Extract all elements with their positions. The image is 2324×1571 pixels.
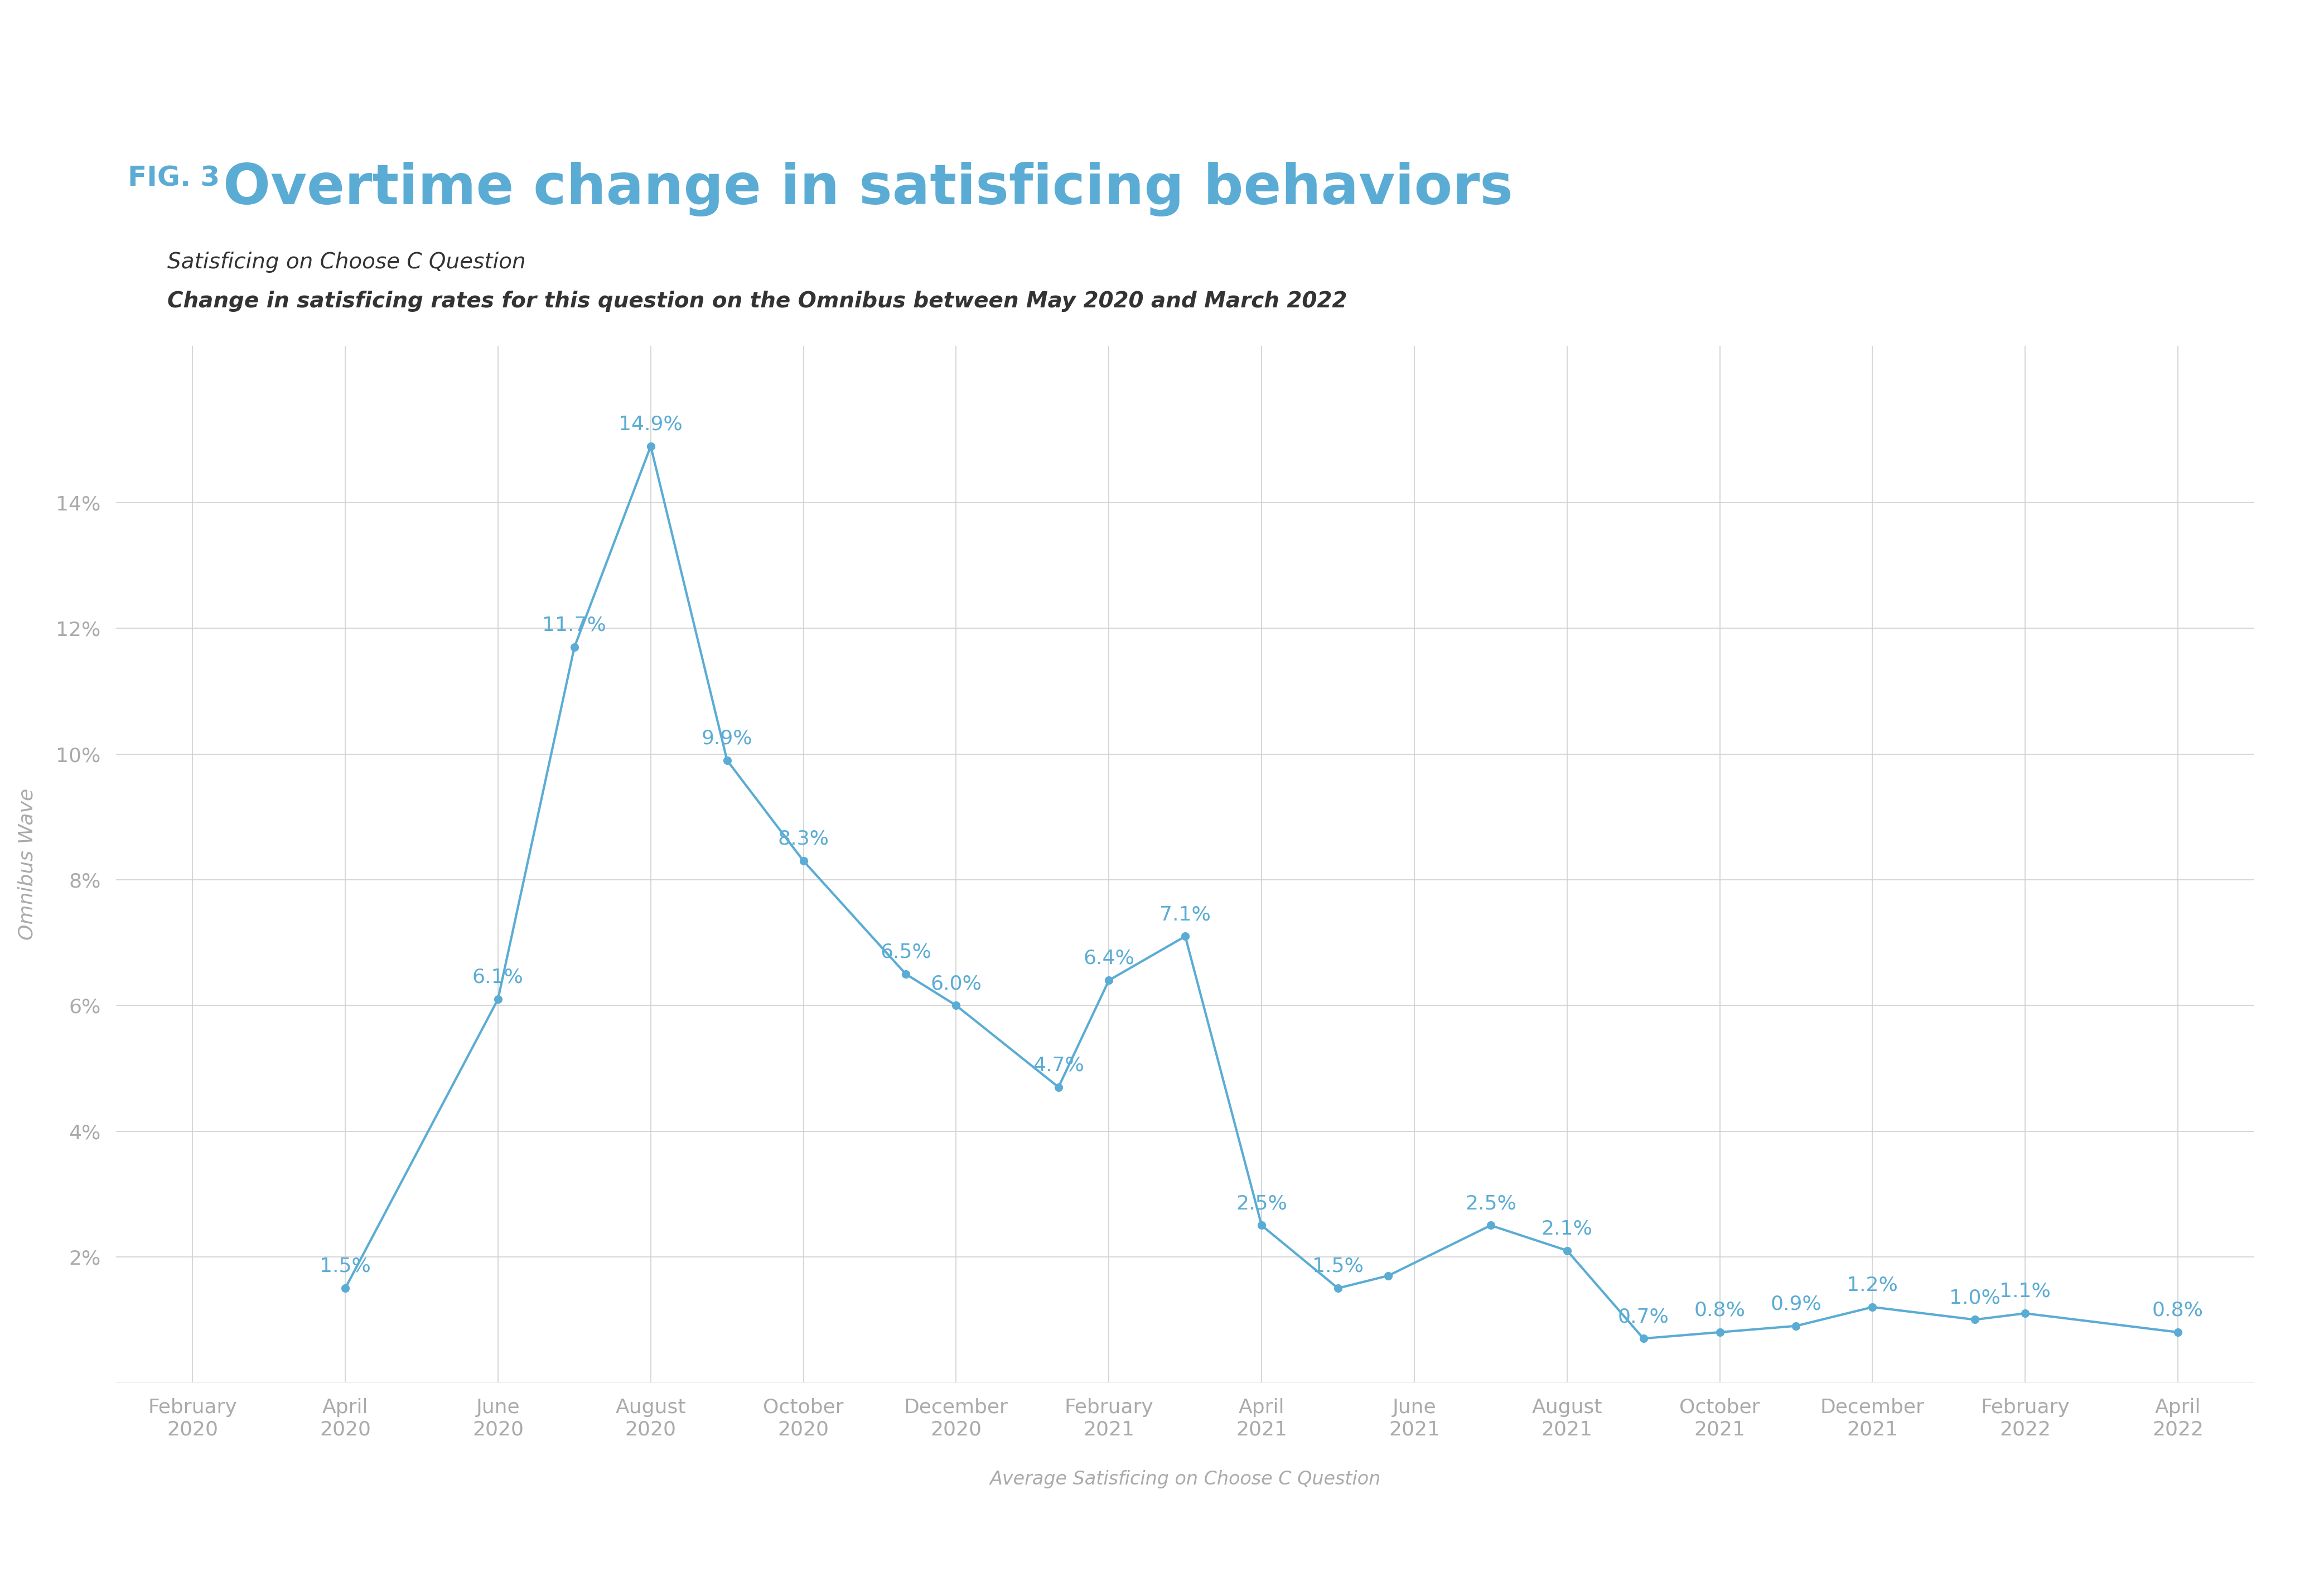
Point xyxy=(479,987,516,1012)
Text: FIG. 3: FIG. 3 xyxy=(128,165,221,192)
Y-axis label: Omnibus Wave: Omnibus Wave xyxy=(19,789,37,939)
Point xyxy=(937,993,974,1018)
Point xyxy=(328,1276,365,1301)
Text: Satisficing on Choose C Question: Satisficing on Choose C Question xyxy=(167,251,525,272)
Point xyxy=(1624,1326,1662,1351)
Text: 1.5%: 1.5% xyxy=(321,1257,372,1276)
Point xyxy=(632,434,669,459)
Text: 0.8%: 0.8% xyxy=(1694,1301,1745,1320)
Point xyxy=(1243,1213,1281,1238)
Point xyxy=(2006,1301,2043,1326)
Text: 14.9%: 14.9% xyxy=(618,415,683,434)
Point xyxy=(1548,1238,1585,1263)
Point xyxy=(786,848,823,873)
Text: 1.2%: 1.2% xyxy=(1848,1276,1899,1295)
Text: 0.9%: 0.9% xyxy=(1771,1295,1822,1313)
Text: 2.1%: 2.1% xyxy=(1541,1219,1592,1238)
Text: 2.5%: 2.5% xyxy=(1236,1194,1287,1213)
Point xyxy=(1778,1313,1815,1338)
Text: 6.1%: 6.1% xyxy=(472,968,523,987)
Text: Change in satisficing rates for this question on the Omnibus between May 2020 an: Change in satisficing rates for this que… xyxy=(167,291,1348,311)
Text: 1.0%: 1.0% xyxy=(1950,1288,2001,1307)
Text: 4.7%: 4.7% xyxy=(1032,1056,1083,1075)
Text: 6.4%: 6.4% xyxy=(1083,949,1134,968)
Point xyxy=(1090,968,1127,993)
Point xyxy=(555,635,593,660)
Text: 6.5%: 6.5% xyxy=(881,943,932,961)
Text: 6.0%: 6.0% xyxy=(930,974,981,993)
Text: 8.3%: 8.3% xyxy=(779,829,830,848)
Point xyxy=(709,748,746,773)
Point xyxy=(1701,1320,1738,1345)
Point xyxy=(888,961,925,987)
Point xyxy=(1320,1276,1357,1301)
X-axis label: Average Satisficing on Choose C Question: Average Satisficing on Choose C Question xyxy=(990,1470,1380,1488)
Text: 9.9%: 9.9% xyxy=(702,729,753,748)
Point xyxy=(1855,1295,1892,1320)
Point xyxy=(1471,1213,1508,1238)
Point xyxy=(1957,1307,1994,1332)
Text: 1.1%: 1.1% xyxy=(1999,1282,2050,1301)
Text: Overtime change in satisficing behaviors: Overtime change in satisficing behaviors xyxy=(223,162,1513,217)
Text: 0.7%: 0.7% xyxy=(1618,1307,1669,1326)
Point xyxy=(1369,1263,1406,1288)
Text: 2.5%: 2.5% xyxy=(1464,1194,1515,1213)
Point xyxy=(1039,1075,1076,1100)
Text: 1.5%: 1.5% xyxy=(1313,1257,1364,1276)
Text: 0.8%: 0.8% xyxy=(2152,1301,2203,1320)
Point xyxy=(2159,1320,2196,1345)
Point xyxy=(1167,924,1204,949)
Text: 11.7%: 11.7% xyxy=(541,616,607,635)
Text: 7.1%: 7.1% xyxy=(1160,905,1211,924)
